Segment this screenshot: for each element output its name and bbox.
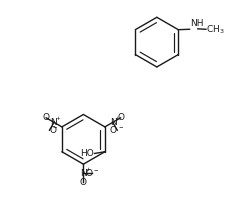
Text: N: N xyxy=(50,118,57,127)
Text: O: O xyxy=(117,113,123,122)
Text: +: + xyxy=(55,116,60,121)
Text: HO: HO xyxy=(80,149,94,158)
Text: −: − xyxy=(93,167,97,172)
Text: NH: NH xyxy=(190,19,203,28)
Text: −: − xyxy=(52,124,57,129)
Text: O: O xyxy=(85,169,92,178)
Text: O: O xyxy=(50,126,57,135)
Text: −: − xyxy=(118,124,122,129)
Text: N: N xyxy=(109,118,116,127)
Text: +: + xyxy=(114,116,119,121)
Text: CH$_3$: CH$_3$ xyxy=(206,23,224,35)
Text: N: N xyxy=(80,169,86,178)
Text: O: O xyxy=(42,113,50,122)
Text: O: O xyxy=(80,178,86,187)
Text: O: O xyxy=(110,126,116,135)
Text: +: + xyxy=(85,167,89,172)
